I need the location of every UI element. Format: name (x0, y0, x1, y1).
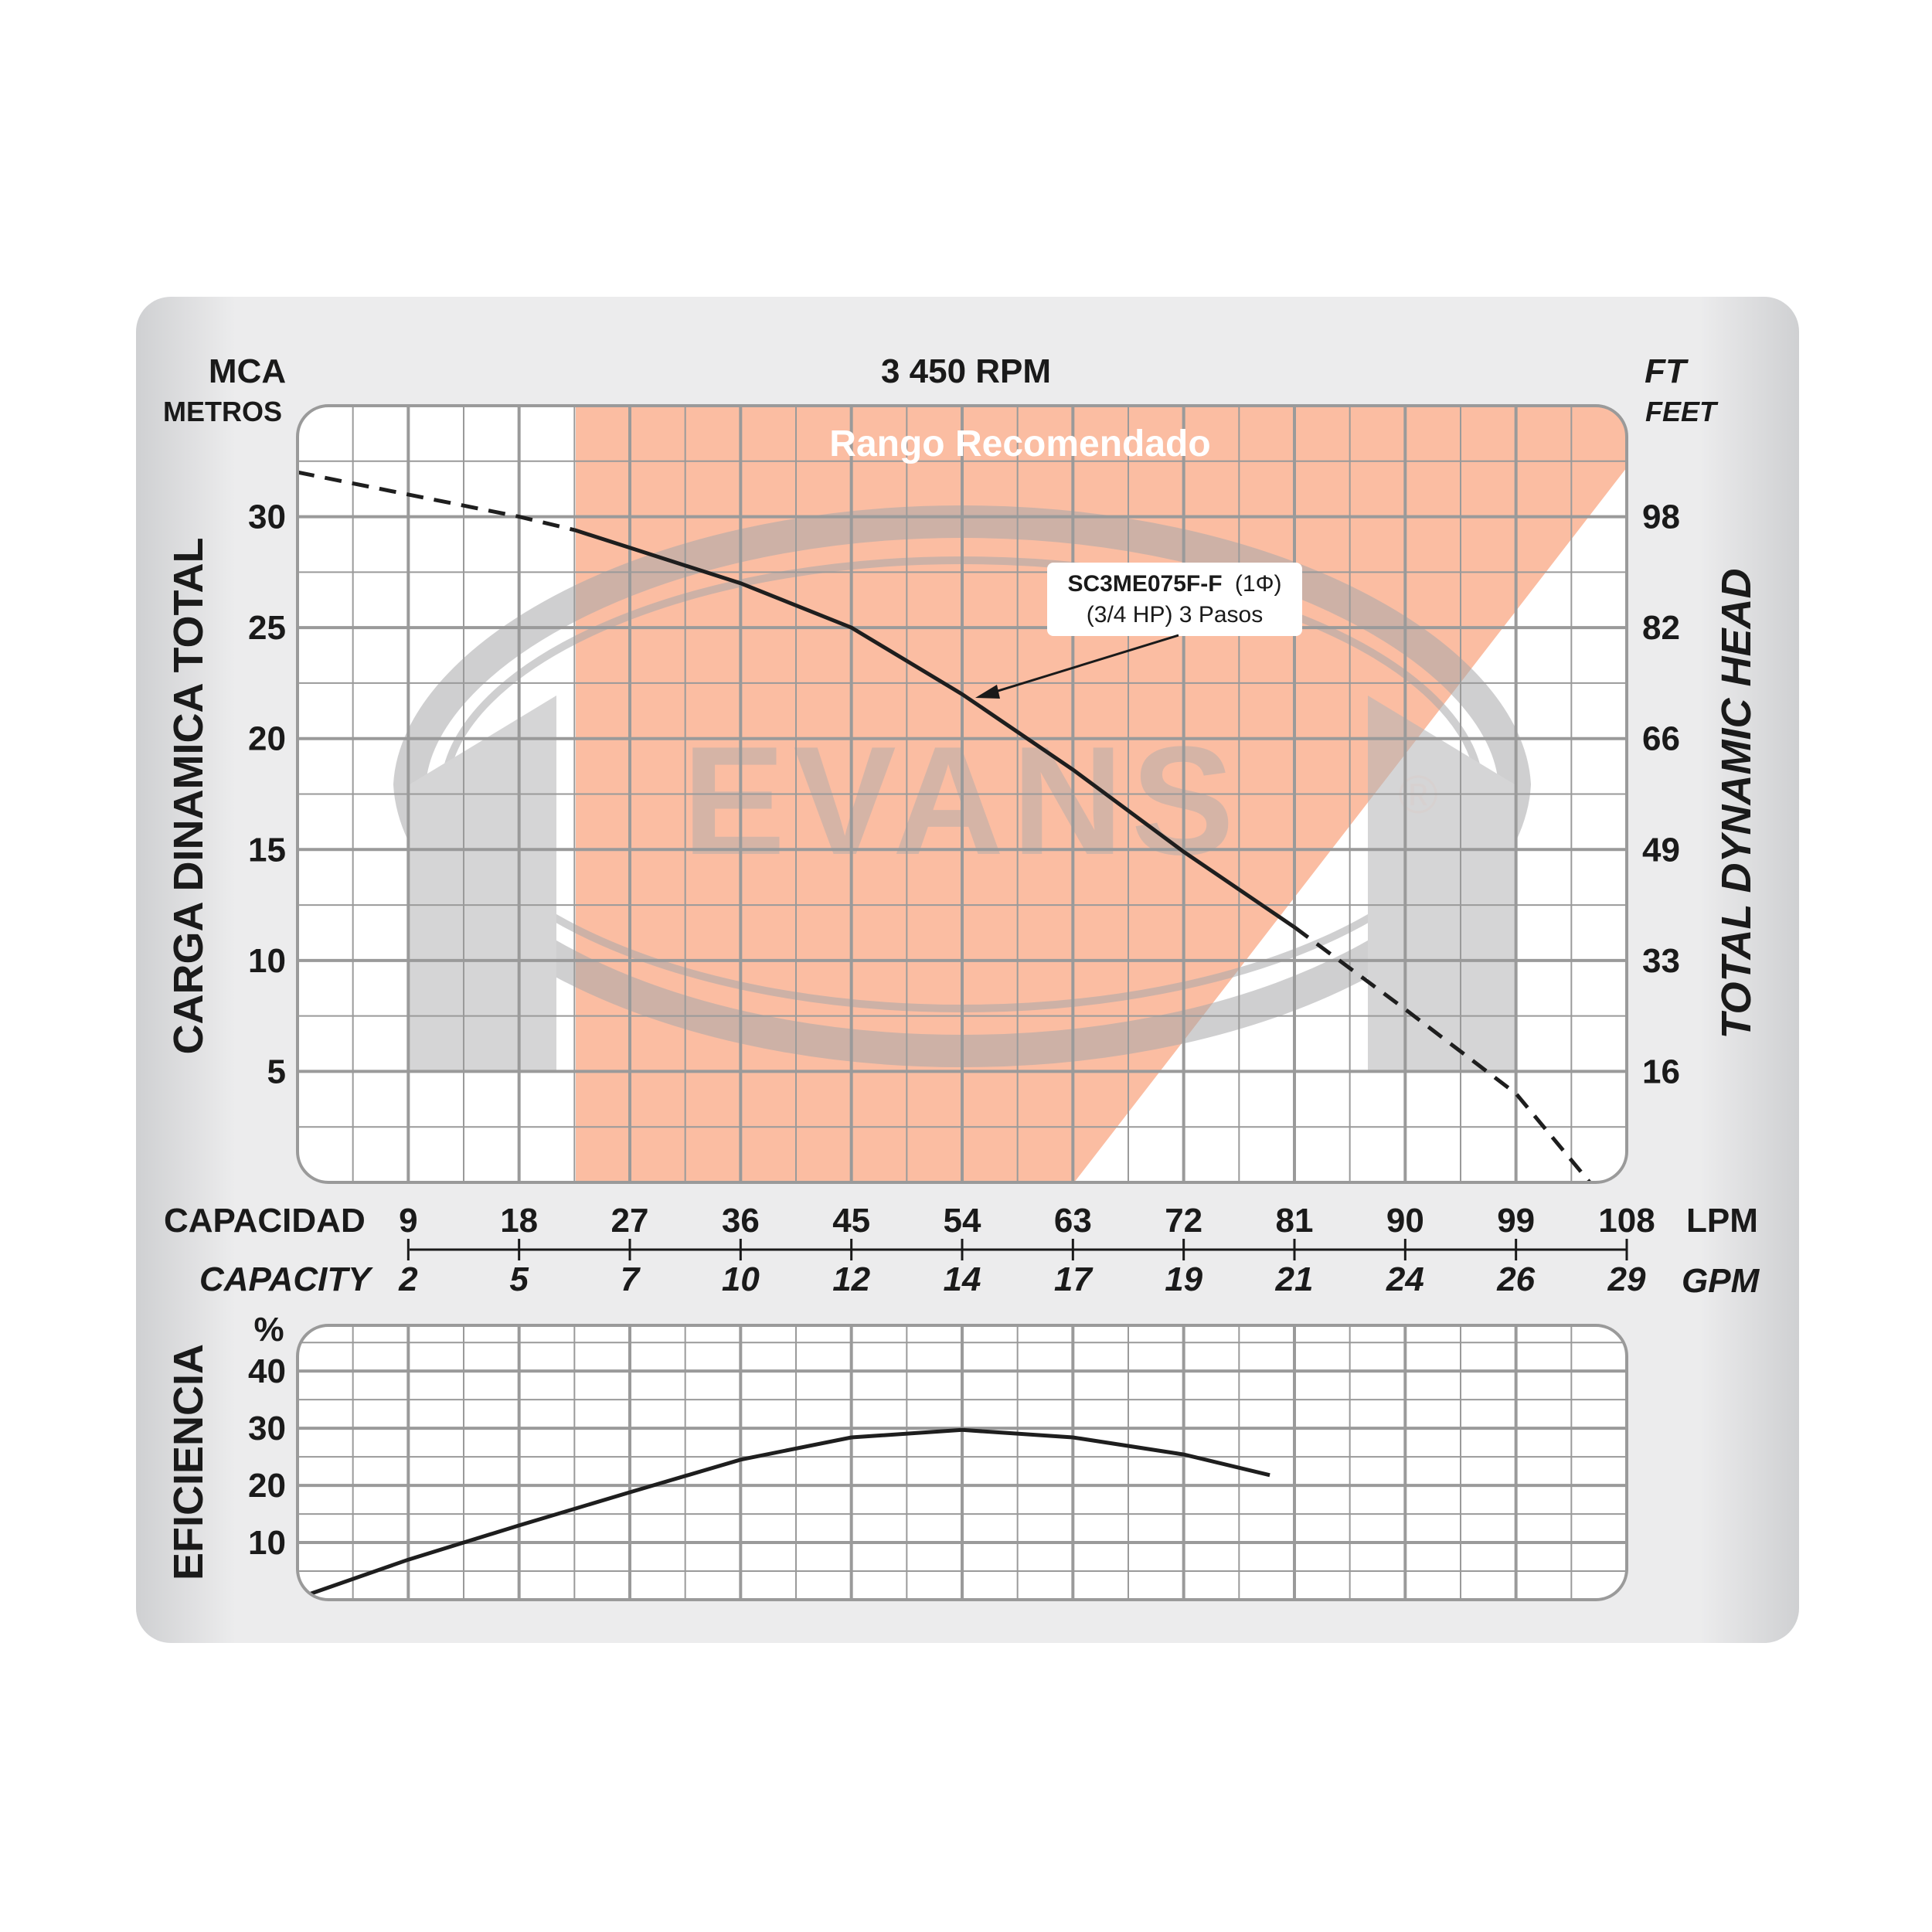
right-tick-labels: 98 82 66 49 33 16 (1642, 498, 1680, 1091)
efficiency-tick-labels: 40 30 20 10 (248, 1352, 286, 1562)
left-tick-labels: 30 25 20 15 10 5 (248, 498, 286, 1091)
head-curve-dashed-left (298, 470, 575, 532)
gpm-tick-label: 2 (398, 1260, 418, 1298)
head-curve-group (298, 470, 1592, 1182)
head-plot-border (296, 404, 1628, 1184)
lpm-unit-label: LPM (1686, 1202, 1758, 1240)
efficiency-plot-border (296, 1324, 1628, 1601)
right-tick-label: 16 (1642, 1053, 1680, 1090)
lpm-tick-label: 81 (1276, 1202, 1314, 1240)
capacity-ticks: 9 2 18 5 27 7 36 10 45 12 54 14 63 17 72 19 81 21 90 24 99 26… (398, 1202, 1655, 1298)
gpm-tick-label: 7 (621, 1260, 641, 1298)
right-axis-title: TOTAL DYNAMIC HEAD (1713, 568, 1760, 1039)
watermark-text: EVANS (682, 715, 1242, 887)
efficiency-tick-label: 40 (248, 1352, 286, 1390)
lpm-tick-label: 72 (1165, 1202, 1202, 1240)
gpm-tick-label: 19 (1165, 1260, 1202, 1298)
gpm-tick-label: 24 (1386, 1260, 1424, 1298)
left-tick-label: 5 (267, 1053, 286, 1090)
right-unit-sublabel: FEET (1645, 396, 1719, 427)
efficiency-curve-group (309, 1427, 1270, 1596)
lpm-tick-label: 54 (944, 1202, 981, 1240)
lpm-tick-label: 18 (500, 1202, 538, 1240)
lpm-tick-label: 99 (1497, 1202, 1535, 1240)
efficiency-tick-label: 30 (248, 1410, 286, 1447)
right-tick-label: 33 (1642, 942, 1680, 980)
gpm-tick-label: 14 (944, 1260, 981, 1298)
lpm-tick-label: 36 (722, 1202, 760, 1240)
lpm-tick-label: 9 (399, 1202, 417, 1240)
right-tick-label: 82 (1642, 609, 1680, 647)
gpm-tick-label: 26 (1496, 1260, 1535, 1298)
left-tick-label: 30 (248, 498, 286, 536)
left-tick-label: 25 (248, 609, 286, 647)
left-tick-label: 15 (248, 831, 286, 869)
head-grid (298, 406, 1627, 1182)
efficiency-tick-label: 20 (248, 1467, 286, 1505)
efficiency-unit: % (253, 1311, 284, 1349)
lpm-tick-label: 90 (1386, 1202, 1424, 1240)
left-tick-label: 20 (248, 720, 286, 758)
annotation-detail: (3/4 HP) 3 Pasos (1087, 602, 1263, 628)
annotation-phase: (1Φ) (1235, 571, 1282, 597)
head-curve-solid (573, 528, 1296, 929)
capacity-label-en: CAPACITY (199, 1260, 373, 1298)
left-unit-sublabel: METROS (163, 396, 282, 427)
gpm-tick-label: 29 (1607, 1260, 1646, 1298)
gpm-tick-label: 10 (722, 1260, 760, 1298)
gpm-tick-label: 12 (832, 1260, 870, 1298)
right-tick-label: 49 (1642, 831, 1680, 869)
annotation-box (1047, 563, 1302, 636)
lpm-tick-label: 63 (1054, 1202, 1092, 1240)
efficiency-curve (309, 1427, 1270, 1596)
lpm-tick-label: 27 (611, 1202, 649, 1240)
lpm-tick-label: 108 (1598, 1202, 1655, 1240)
annotation-model: SC3ME075F-F (1067, 571, 1222, 597)
right-unit-label: FT (1645, 352, 1689, 390)
lpm-tick-label: 45 (832, 1202, 870, 1240)
left-tick-label: 10 (248, 942, 286, 980)
chart-title: 3 450 RPM (881, 352, 1051, 390)
annotation-arrowhead (975, 685, 1000, 699)
curve-annotation: SC3ME075F-F (1Φ) (3/4 HP) 3 Pasos (975, 563, 1302, 699)
recommended-range-label: Rango Recomendado (829, 423, 1210, 464)
head-curve-dashed-right (1293, 925, 1592, 1182)
efficiency-tick-label: 10 (248, 1524, 286, 1562)
right-tick-label: 98 (1642, 498, 1680, 536)
left-unit-label: MCA (209, 352, 286, 390)
left-axis-title: CARGA DINAMICA TOTAL (165, 538, 212, 1055)
gpm-unit-label: GPM (1682, 1262, 1760, 1300)
gpm-tick-label: 21 (1275, 1260, 1314, 1298)
gpm-tick-label: 17 (1054, 1260, 1094, 1298)
annotation-arrow-line (982, 634, 1179, 697)
capacity-label: CAPACIDAD (164, 1202, 366, 1240)
gpm-tick-label: 5 (509, 1260, 529, 1298)
efficiency-axis-title: EFICIENCIA (165, 1344, 212, 1580)
svg-text:SC3ME075F-F (1Φ): SC3ME075F-F (1Φ) (1067, 571, 1281, 597)
right-tick-label: 66 (1642, 720, 1680, 758)
